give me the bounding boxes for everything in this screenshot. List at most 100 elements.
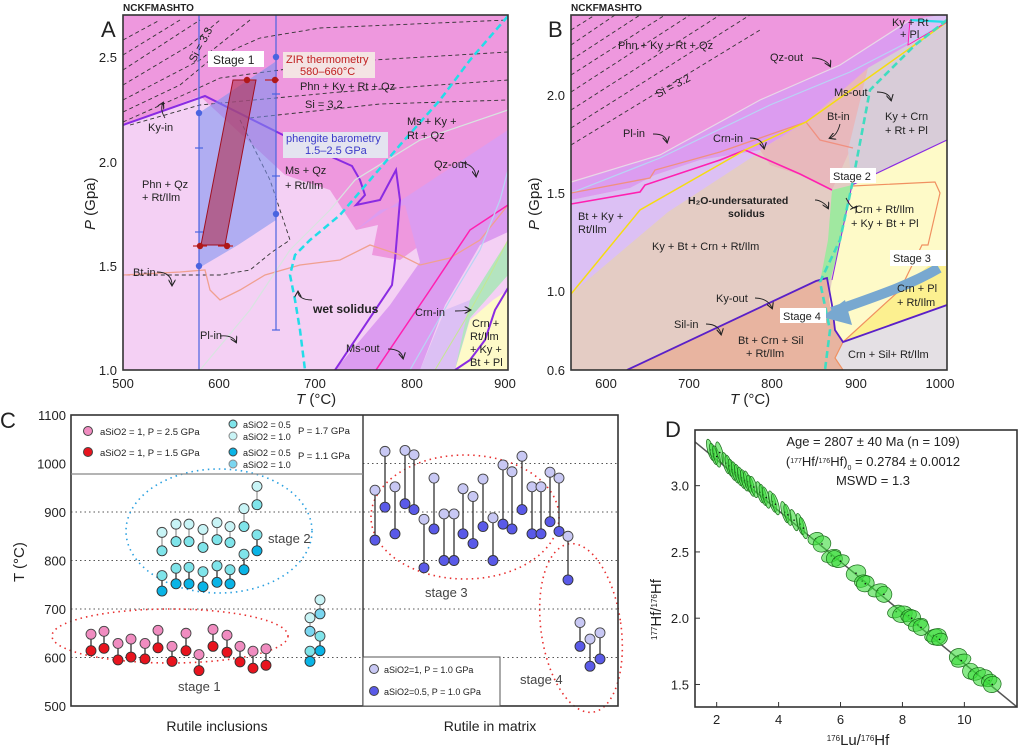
panel-b-x-axis-title: T (°C) bbox=[730, 391, 770, 408]
data-pair bbox=[594, 627, 606, 665]
data-pair bbox=[369, 484, 381, 546]
upper-point bbox=[112, 637, 124, 649]
data-pair bbox=[139, 637, 151, 665]
upper-point bbox=[166, 640, 178, 652]
legend-label: aSiO2 = 1, P = 1.5 GPa bbox=[100, 448, 200, 459]
lower-point bbox=[170, 536, 182, 548]
legend-label: aSiO2 = 1, P = 2.5 GPa bbox=[100, 427, 200, 438]
data-pair bbox=[379, 445, 391, 513]
upper-point bbox=[139, 637, 151, 649]
lower-point bbox=[457, 528, 469, 540]
upper-point bbox=[584, 633, 596, 645]
upper-point bbox=[170, 518, 182, 530]
data-pair bbox=[211, 517, 223, 546]
phn-qz-label-2: + Rt/Ilm bbox=[142, 192, 180, 204]
data-pair bbox=[389, 481, 401, 540]
crn-pl-label-2: + Rt/Ilm bbox=[897, 297, 935, 309]
upper-point bbox=[477, 473, 489, 485]
data-pair bbox=[574, 617, 586, 652]
y-tick: 1.0 bbox=[547, 284, 565, 299]
lower-point bbox=[207, 640, 219, 652]
upper-point bbox=[221, 629, 233, 641]
ellipse-center bbox=[753, 486, 755, 488]
panel-c-data-marks bbox=[85, 444, 606, 677]
h2o-solidus-label-2: solidus bbox=[728, 208, 765, 220]
panel-a-x-axis-title: T (°C) bbox=[296, 391, 336, 408]
ellipse-center bbox=[715, 455, 718, 458]
lower-point bbox=[418, 562, 430, 574]
upper-point bbox=[408, 449, 420, 461]
panel-b-frame bbox=[570, 14, 948, 371]
lower-point bbox=[408, 504, 420, 516]
bt-crn-sil-label-2: + Rt/Ilm bbox=[746, 348, 784, 360]
phn-ky-rt-qz-label: Phn + Ky + Rt + Qz bbox=[300, 81, 395, 93]
legend-swatch bbox=[228, 419, 238, 429]
panel-c-legend-matrix: aSiO2=1, P = 1.0 GPa aSiO2=0.5, P = 1.0 … bbox=[369, 664, 481, 697]
upper-point bbox=[156, 570, 168, 581]
upper-point bbox=[562, 530, 574, 542]
lower-point bbox=[477, 521, 489, 532]
ky-in-label: Ky-in bbox=[148, 122, 173, 134]
data-pair bbox=[477, 473, 489, 532]
pressure-points bbox=[195, 53, 280, 270]
lower-point bbox=[211, 576, 223, 588]
upper-point bbox=[183, 561, 195, 573]
y-tick: 1100 bbox=[38, 408, 66, 423]
x-tick: 500 bbox=[112, 376, 134, 391]
data-pair bbox=[544, 466, 556, 528]
panel-b-boundaries bbox=[571, 18, 947, 370]
ky-out-label: Ky-out bbox=[716, 293, 748, 305]
ellipse-center bbox=[991, 683, 994, 686]
data-pair bbox=[304, 612, 316, 637]
upper-point bbox=[516, 450, 528, 462]
stage2-label: Stage 2 bbox=[833, 171, 871, 183]
stage4-label-bg bbox=[780, 308, 826, 323]
panel-d-x-axis-title: 176Lu/176Hf bbox=[827, 732, 890, 749]
ellipse-center bbox=[855, 572, 857, 574]
qz-out-label: Qz-out bbox=[434, 159, 467, 171]
ms-qz-label-1: Ms + Qz bbox=[285, 165, 326, 177]
phn-ky-rt-qz-label: Phn + Ky + Rt + Qz bbox=[618, 40, 713, 52]
data-pair bbox=[152, 624, 164, 654]
panel-a-boundaries bbox=[123, 94, 508, 370]
ky-crn-label-1: Ky + Crn bbox=[885, 111, 928, 123]
upper-point bbox=[506, 466, 518, 478]
ms-ky-label-1: Ms + Ky + bbox=[407, 116, 457, 128]
data-pair bbox=[516, 450, 528, 516]
lower-point bbox=[399, 498, 411, 510]
ellipse-center bbox=[864, 582, 867, 585]
panel-a-frame bbox=[122, 14, 509, 371]
panel-b-si-isopleths bbox=[571, 15, 761, 146]
upper-point bbox=[238, 548, 250, 560]
ellipse-center bbox=[802, 527, 805, 529]
field-bt-ky-rt bbox=[571, 122, 806, 294]
lower-point bbox=[183, 578, 195, 590]
upper-point bbox=[418, 513, 430, 525]
panel-b: NCKFMASHTO bbox=[526, 3, 954, 391]
data-pair bbox=[224, 521, 236, 549]
lower-point bbox=[125, 651, 137, 663]
ky-bt-crn-label: Ky + Bt + Crn + Rt/Ilm bbox=[652, 241, 759, 253]
data-pair bbox=[448, 508, 460, 566]
data-pair bbox=[125, 633, 137, 663]
data-pair bbox=[251, 529, 263, 557]
ellipse-center bbox=[787, 514, 789, 516]
crn-rt-label-3: + Ky + bbox=[470, 344, 502, 356]
lower-point bbox=[156, 545, 168, 557]
stage4-annotation: stage 4 bbox=[520, 672, 563, 687]
data-pair bbox=[183, 518, 195, 548]
pl-in-label: Pl-in bbox=[200, 330, 222, 342]
x-tick: 600 bbox=[595, 376, 617, 391]
panel-a-letter: A bbox=[101, 17, 116, 42]
crn-in-label: Crn-in bbox=[415, 307, 445, 319]
lower-point bbox=[211, 534, 223, 546]
lower-point bbox=[535, 528, 547, 540]
field-bt-crn-sil bbox=[627, 278, 843, 370]
panel-d-x-ticks: 2 4 6 8 10 bbox=[713, 702, 972, 727]
crn-rt-label-1: Crn + bbox=[472, 318, 499, 330]
x-tick: 800 bbox=[761, 376, 783, 391]
stage4-label: Stage 4 bbox=[783, 311, 821, 323]
data-pair bbox=[197, 566, 209, 593]
stage2-annotation: stage 2 bbox=[268, 531, 311, 546]
lower-point bbox=[170, 578, 182, 590]
